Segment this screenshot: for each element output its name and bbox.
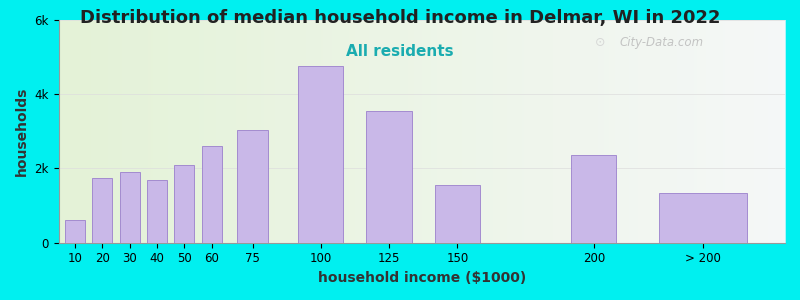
Bar: [571, 155, 617, 243]
Bar: [366, 111, 412, 243]
Bar: [298, 66, 343, 243]
Bar: [202, 146, 222, 243]
Text: City-Data.com: City-Data.com: [619, 36, 703, 49]
Text: Distribution of median household income in Delmar, WI in 2022: Distribution of median household income …: [80, 9, 720, 27]
Bar: [238, 130, 268, 243]
Bar: [434, 185, 480, 243]
Bar: [92, 178, 112, 243]
Bar: [120, 172, 140, 243]
Text: ⊙: ⊙: [594, 36, 605, 49]
Bar: [174, 165, 194, 243]
Bar: [65, 220, 85, 243]
Bar: [659, 193, 747, 243]
Y-axis label: households: households: [15, 87, 29, 176]
X-axis label: household income ($1000): household income ($1000): [318, 271, 526, 285]
Text: All residents: All residents: [346, 44, 454, 59]
Bar: [147, 180, 167, 243]
